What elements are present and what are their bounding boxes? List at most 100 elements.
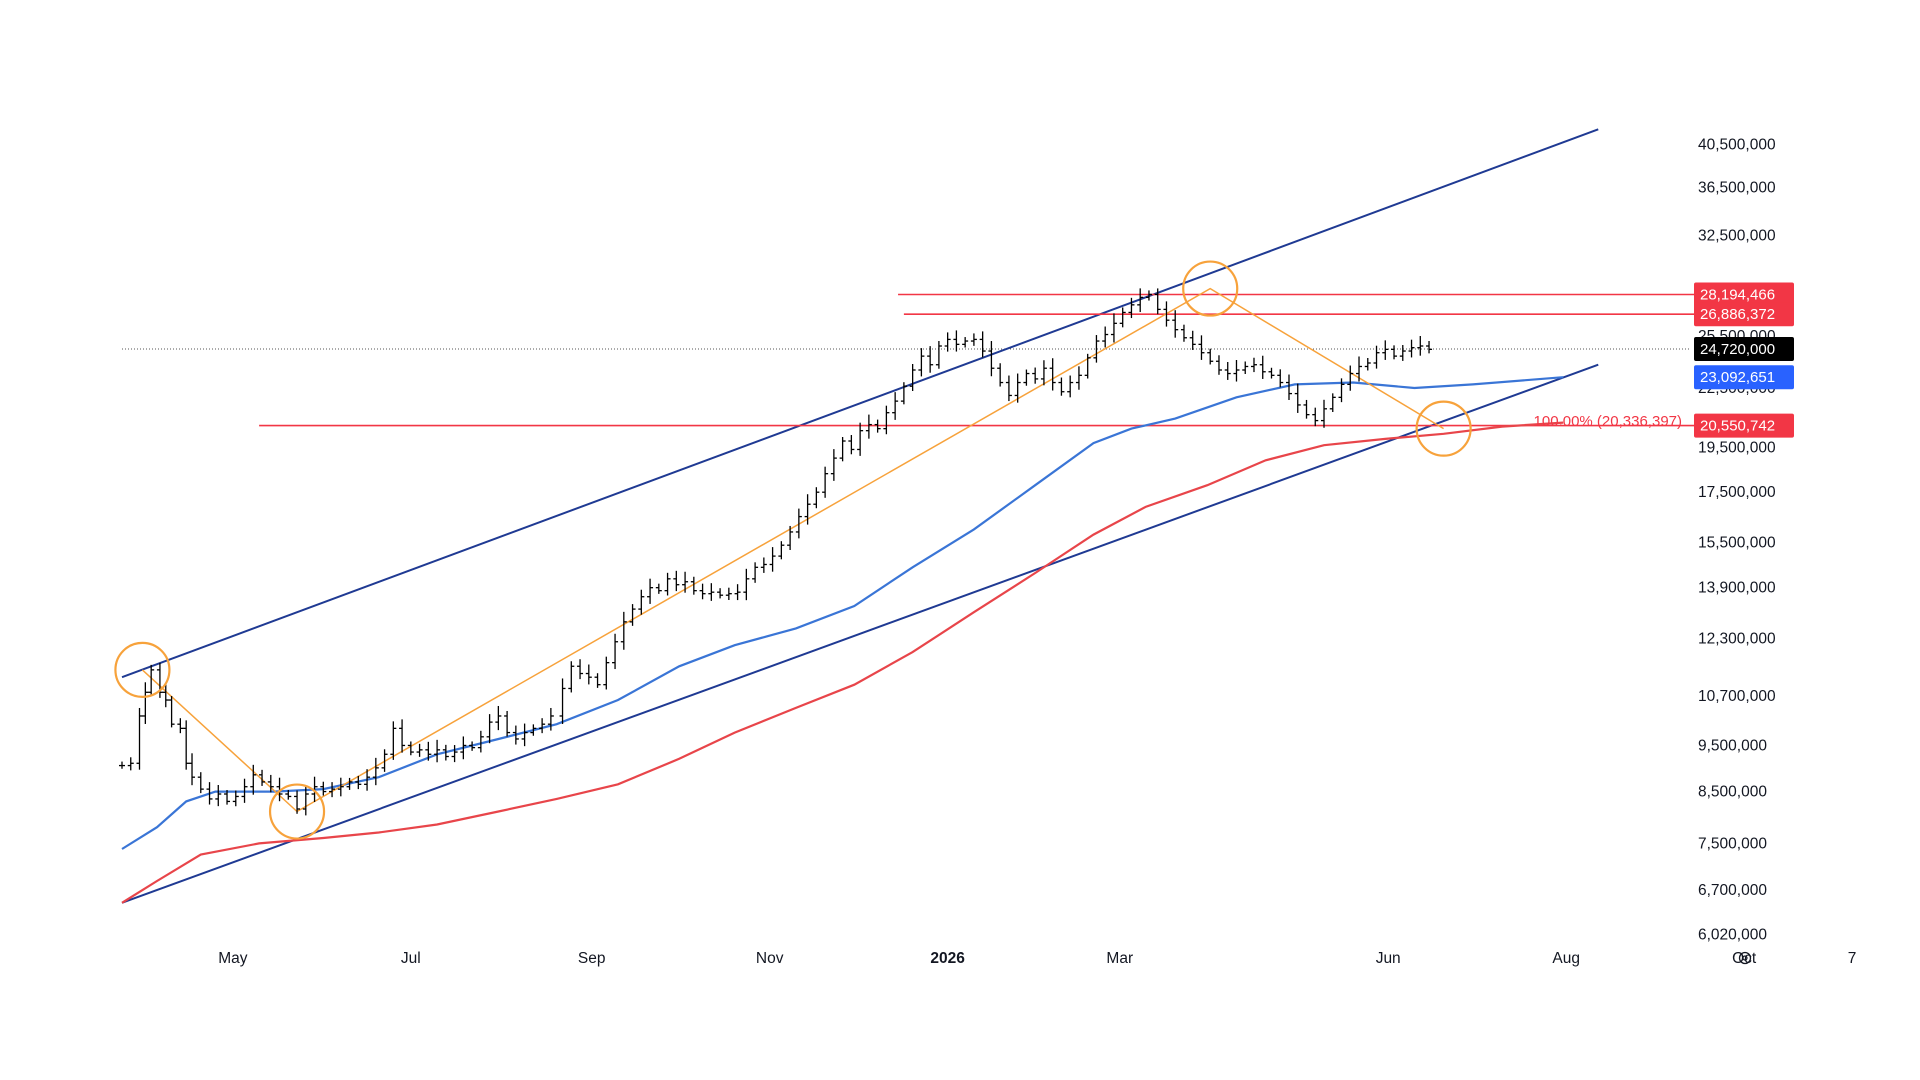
price-bar [1259,355,1266,379]
price-bar [504,710,511,737]
price-bar [594,673,601,688]
price-bar [168,696,175,728]
price-bar [320,781,327,796]
y-tick-label: 13,900,000 [1698,580,1776,597]
price-bar [813,487,820,509]
price-badge: 26,886,372 [1694,302,1794,327]
price-bar [1312,407,1319,427]
price-bar [1242,361,1249,374]
price-bar [865,414,872,439]
price-bar [909,363,916,391]
moving-average-line-1 [121,421,1564,904]
price-badge-label: 24,720,000 [1700,341,1775,358]
price-badge: 28,194,466 [1694,282,1794,307]
price-bar [355,775,362,790]
price-bar [760,557,767,573]
x-tick-label: Jun [1376,950,1401,967]
y-tick-label: 8,500,000 [1698,784,1767,801]
price-bar [119,761,125,769]
price-bar [127,757,134,771]
x-axis: May Jul Sep Nov 2026 Mar Jun Aug Oct 7 [218,950,1856,967]
price-bar [769,547,776,572]
y-tick-label: 15,500,000 [1698,535,1776,552]
price-bar [177,718,184,734]
price-bar [477,730,484,753]
settings-gear-icon[interactable] [1738,951,1752,965]
price-bar [1172,310,1179,338]
pivot-zigzag-line [141,287,1444,813]
price-bar [302,786,309,816]
price-bar [259,769,266,786]
price-bar [224,790,231,805]
y-tick-label: 17,500,000 [1698,484,1776,501]
price-bar [189,753,196,786]
price-bar [953,330,960,352]
price-bar [442,744,449,761]
x-tick-label: Oct [1732,950,1757,967]
price-bar [460,736,467,760]
price-bar [787,525,794,550]
price-bar [585,664,592,685]
x-tick-label: Sep [578,950,606,967]
price-bar [638,589,645,615]
price-bar [232,790,239,807]
price-bar [1224,361,1231,380]
price-bar [848,435,855,455]
price-bar [547,707,554,731]
price-bar [250,764,257,795]
price-bar [603,656,610,690]
price-bar [682,571,689,593]
price-bar [1093,335,1100,363]
price-badge-bg [1694,365,1794,390]
price-bar [1128,297,1135,319]
price-bar [530,724,537,736]
price-bar [276,777,283,802]
price-bar [708,583,715,601]
price-bar [1399,345,1406,361]
price-bar [1303,399,1310,419]
price-bar [1356,356,1363,382]
price-badge: 20,550,742 [1694,413,1794,438]
price-bar [142,682,149,724]
price-badge-bg [1694,282,1794,307]
price-bar [1023,369,1030,386]
price-bar [364,769,371,791]
price-bar [1145,290,1152,301]
price-bar [717,588,724,599]
price-bar [407,741,414,756]
price-bar [629,604,636,626]
price-bar [699,583,706,600]
price-bar [1408,339,1415,358]
y-tick-label: 40,500,000 [1698,136,1776,153]
y-tick-label: 36,500,000 [1698,179,1776,196]
pivot-circle-0 [114,641,171,698]
price-bar [874,419,881,433]
price-bar [206,782,213,805]
price-bar [620,611,627,650]
price-bar [495,705,502,731]
price-bar [1014,373,1021,403]
moving-average-line-0 [121,376,1564,850]
price-bar [1338,378,1345,403]
price-bar [136,707,143,770]
price-bar [1417,336,1424,356]
price-bar [988,341,995,377]
price-bar [1321,399,1328,428]
price-bar [1005,375,1012,402]
moving-averages [121,376,1564,904]
price-bar [1032,367,1039,384]
price-bar [1382,340,1389,360]
price-bar [1067,375,1074,398]
price-bar [883,405,890,435]
price-bar [612,633,619,670]
y-tick-label: 19,500,000 [1698,439,1776,456]
price-bar [148,664,155,697]
price-bar [778,541,785,560]
price-bar [1119,307,1126,328]
y-tick-label: 32,500,000 [1698,228,1776,245]
price-bar [381,749,388,772]
price-bar [425,741,432,761]
price-bar [1058,377,1065,396]
